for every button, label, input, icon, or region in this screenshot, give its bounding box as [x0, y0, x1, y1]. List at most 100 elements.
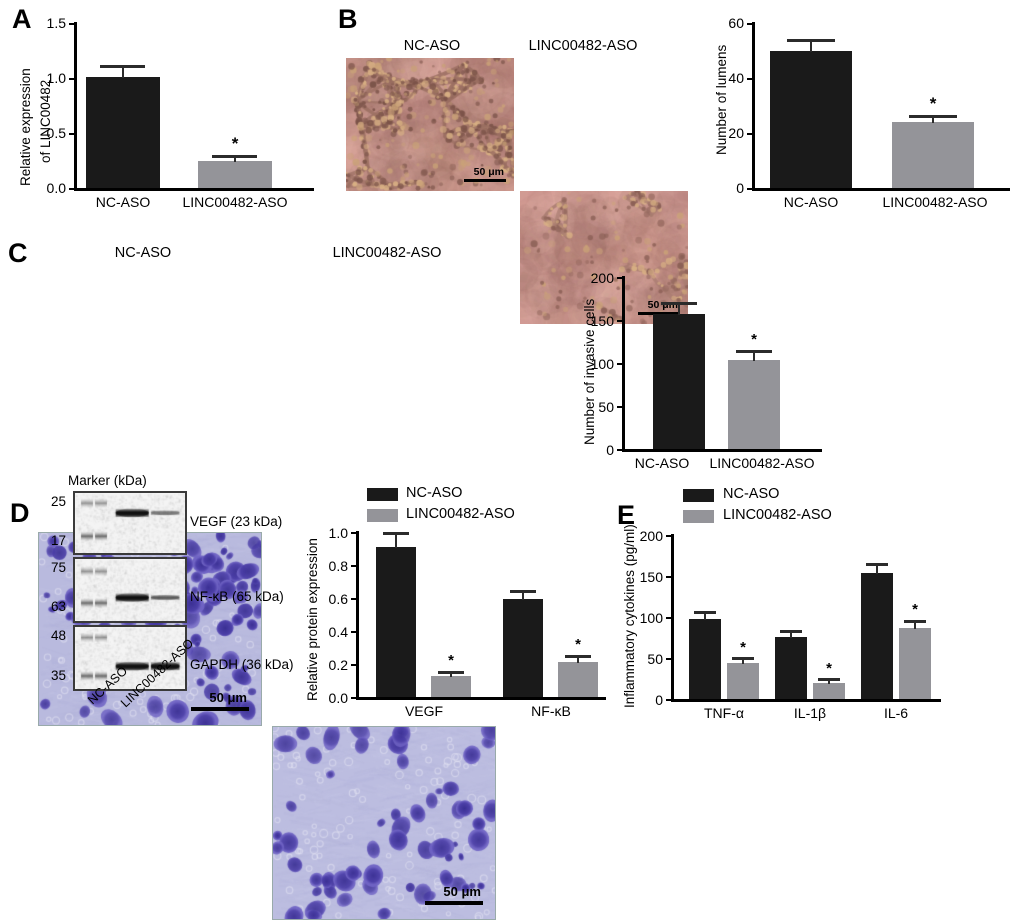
panel-e-err-il6-aso-cap — [904, 620, 926, 623]
panel-a-xaxis — [74, 188, 314, 191]
panel-c-chart: Number of invasive cells 0 50 100 150 20… — [560, 250, 860, 490]
panel-a-chart: Relative expression of LINC00482 0.0 0.5… — [0, 0, 330, 225]
panel-a-xlabel-aso: LINC00482-ASO — [182, 194, 288, 210]
panel-b-err-aso-stem — [932, 116, 934, 123]
panel-e-bar-il6-aso — [899, 628, 931, 699]
panel-label-a: A — [12, 4, 32, 34]
panel-b-xlabel-aso: LINC00482-ASO — [882, 194, 988, 210]
panel-d-xlabel-nfkb: NF-κB — [531, 703, 571, 719]
panel-d-bar-vegf-aso — [431, 676, 471, 697]
panel-d-bar-nfkb-aso — [558, 662, 598, 697]
panel-c-tickmark-4 — [617, 277, 623, 279]
panel-c-image-title-aso: LINC00482-ASO — [332, 245, 442, 261]
panel-d-legend-swatch-nc — [367, 488, 398, 501]
panel-b-ytick-1: 20 — [728, 125, 744, 141]
panel-e-err-il6-nc-stem — [876, 564, 878, 574]
panel-d-ytick-1: 0.2 — [328, 657, 348, 673]
panel-label-d: D — [10, 498, 30, 528]
panel-b-err-aso-cap — [909, 115, 957, 118]
panel-a-ytick-3: 1.5 — [46, 15, 66, 31]
panel-a-tickmark-2 — [69, 78, 75, 80]
panel-d-tickmark-1 — [351, 664, 357, 666]
panel-e-legend-swatch-nc — [683, 489, 714, 502]
panel-b-xlabel-nc: NC-ASO — [783, 194, 839, 210]
panel-c-yaxis — [622, 276, 625, 451]
panel-a-yaxis — [74, 22, 77, 190]
panel-d-err-vegf-aso-cap — [438, 671, 464, 674]
panel-a-err-nc-cap — [100, 65, 145, 68]
panel-e-err-tnfa-aso-stem — [742, 658, 744, 664]
panel-a-err-nc-stem — [122, 66, 124, 78]
panel-e-err-il6-aso-stem — [914, 621, 916, 629]
panel-a-bar-nc — [86, 77, 160, 188]
panel-e-tickmark-1 — [666, 658, 672, 660]
panel-d-tickmark-0 — [351, 697, 357, 699]
blot-label-vegf: VEGF (23 kDa) — [190, 514, 283, 529]
panel-a-significance-aso: * — [231, 134, 239, 153]
panel-a-bar-aso — [198, 161, 272, 188]
blot-marker-25: 25 — [50, 494, 66, 509]
panel-a-err-aso-stem — [234, 156, 236, 162]
panel-d-ytick-4: 0.8 — [328, 558, 348, 574]
panel-d-bar-nfkb-nc — [503, 599, 543, 697]
panel-d-tickmark-5 — [351, 532, 357, 534]
panel-b-bar-aso — [892, 122, 974, 188]
panel-e-err-tnfa-aso-cap — [732, 657, 754, 660]
scalebar-line — [464, 179, 506, 182]
panel-a-tickmark-0 — [69, 188, 75, 190]
panel-e-ytick-1: 50 — [647, 651, 663, 667]
panel-c-err-aso-stem — [753, 351, 755, 361]
panel-d-legend-swatch-aso — [367, 509, 398, 522]
blot-marker-75: 75 — [50, 560, 66, 575]
panel-b-err-nc-cap — [787, 39, 835, 42]
blot-label-gapdh: GAPDH (36 kDa) — [190, 657, 294, 672]
panel-d-ytick-2: 0.4 — [328, 624, 348, 640]
panel-a-xlabel-nc: NC-ASO — [95, 194, 151, 210]
panel-e-xaxis — [671, 699, 941, 702]
panel-c-bar-nc — [653, 314, 705, 449]
panel-b-bar-nc — [770, 51, 852, 188]
panel-e-xlabel-il1b: IL-1β — [793, 705, 827, 721]
panel-d-xaxis — [356, 697, 606, 700]
panel-b-tickmark-1 — [747, 133, 753, 135]
panel-b-image-title-aso: LINC00482-ASO — [528, 38, 638, 54]
panel-a-ylabel-line1: Relative expression — [18, 68, 33, 186]
blot-marker-63: 63 — [50, 599, 66, 614]
panel-e-ytick-4: 200 — [639, 528, 663, 544]
blot-marker-48: 48 — [50, 628, 66, 643]
blot-label-nfkb: NF-κB (65 kDa) — [190, 589, 284, 604]
panel-e-tickmark-4 — [666, 535, 672, 537]
panel-c-err-nc-cap — [661, 302, 697, 305]
scalebar-line — [191, 707, 249, 711]
panel-e-yaxis — [671, 534, 674, 701]
scalebar-label: 50 μm — [473, 166, 504, 178]
panel-c-err-nc-stem — [678, 303, 680, 315]
panel-a-tickmark-1 — [69, 133, 75, 135]
panel-b-err-nc-stem — [810, 40, 812, 52]
panel-c-tickmark-3 — [617, 320, 623, 322]
panel-e-ytick-0: 0 — [655, 692, 663, 708]
panel-e-bar-il1b-nc — [775, 637, 807, 699]
panel-e-significance-tnfa: * — [740, 639, 746, 656]
blot-box-nfkb — [73, 557, 187, 623]
blot-box-vegf — [73, 491, 187, 555]
panel-b-yaxis — [752, 22, 755, 190]
panel-a-err-aso-cap — [212, 155, 257, 158]
panel-b-tickmark-0 — [747, 188, 753, 190]
panel-d-yaxis — [356, 531, 359, 699]
panel-d-err-nfkb-nc-cap — [510, 590, 536, 593]
panel-e-err-il1b-aso-cap — [818, 678, 840, 681]
panel-d-err-nfkb-nc-stem — [522, 591, 524, 600]
panel-e-tickmark-2 — [666, 617, 672, 619]
panel-c-ytick-4: 200 — [590, 270, 614, 286]
panel-a-ytick-2: 1.0 — [46, 70, 66, 86]
blot-box-gapdh — [73, 625, 187, 691]
panel-label-b: B — [338, 4, 358, 34]
panel-d-tickmark-4 — [351, 565, 357, 567]
panel-b-tickmark-3 — [747, 23, 753, 25]
panel-d-tickmark-3 — [351, 598, 357, 600]
panel-c-xlabel-nc: NC-ASO — [634, 455, 690, 471]
panel-c-ytick-2: 100 — [590, 356, 614, 372]
blot-marker-17: 17 — [50, 533, 66, 548]
